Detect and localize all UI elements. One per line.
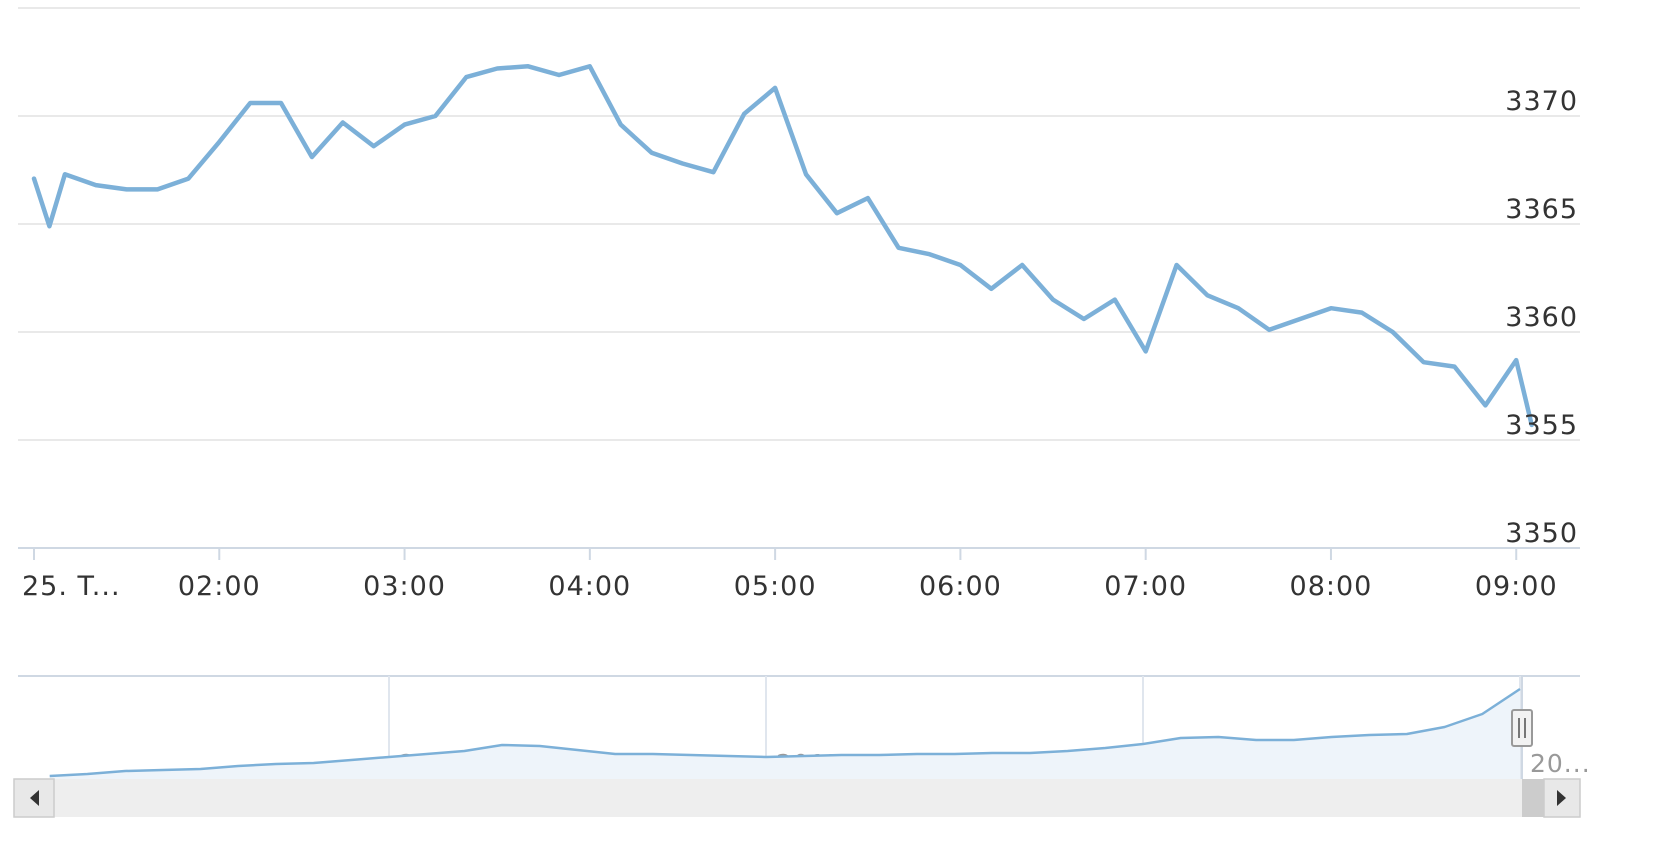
x-tick-label: 08:00 (1290, 571, 1373, 602)
x-tick-label: 06:00 (919, 571, 1002, 602)
price-line (31, 64, 1534, 428)
x-tick-label: 03:00 (363, 571, 446, 602)
y-tick-label: 3370 (1505, 86, 1578, 117)
navigator-handle-box[interactable] (1511, 709, 1533, 747)
y-axis: 3350 3355 3360 3365 3370 (1505, 86, 1578, 549)
navigator[interactable]: 20102015202020... (18, 675, 1591, 790)
navigator-area-fill (49, 689, 1521, 790)
y-tick-label: 3355 (1505, 410, 1578, 441)
main-series-layer (31, 64, 1534, 428)
navigator-handle[interactable] (1511, 709, 1533, 747)
y-tick-label: 3360 (1505, 302, 1578, 333)
triangle-right-icon (1557, 790, 1566, 806)
navigator-line (49, 687, 1521, 778)
grid-layer (18, 7, 1580, 549)
x-tick-label: 07:00 (1104, 571, 1187, 602)
triangle-left-icon (30, 790, 39, 806)
scrollbar-thumb[interactable] (1522, 779, 1544, 817)
x-axis: 25. T... 02:00 03:00 04:00 05:00 06:00 07:00 08… (18, 547, 1580, 602)
scroll-left-button[interactable] (13, 778, 55, 818)
x-tick-label: 05:00 (734, 571, 817, 602)
scroll-right-button[interactable] (1543, 778, 1581, 818)
y-tick-label: 3350 (1505, 518, 1578, 549)
x-tick-label: 09:00 (1475, 571, 1558, 602)
navigator-tick-label: 20... (1530, 749, 1591, 778)
x-tick-label: 04:00 (548, 571, 631, 602)
x-tick-label: 25. T... (22, 571, 121, 602)
y-tick-label: 3365 (1505, 194, 1578, 225)
scrollbar-track (18, 779, 1580, 817)
x-tick-label: 02:00 (178, 571, 261, 602)
scrollbar[interactable] (13, 778, 1581, 818)
